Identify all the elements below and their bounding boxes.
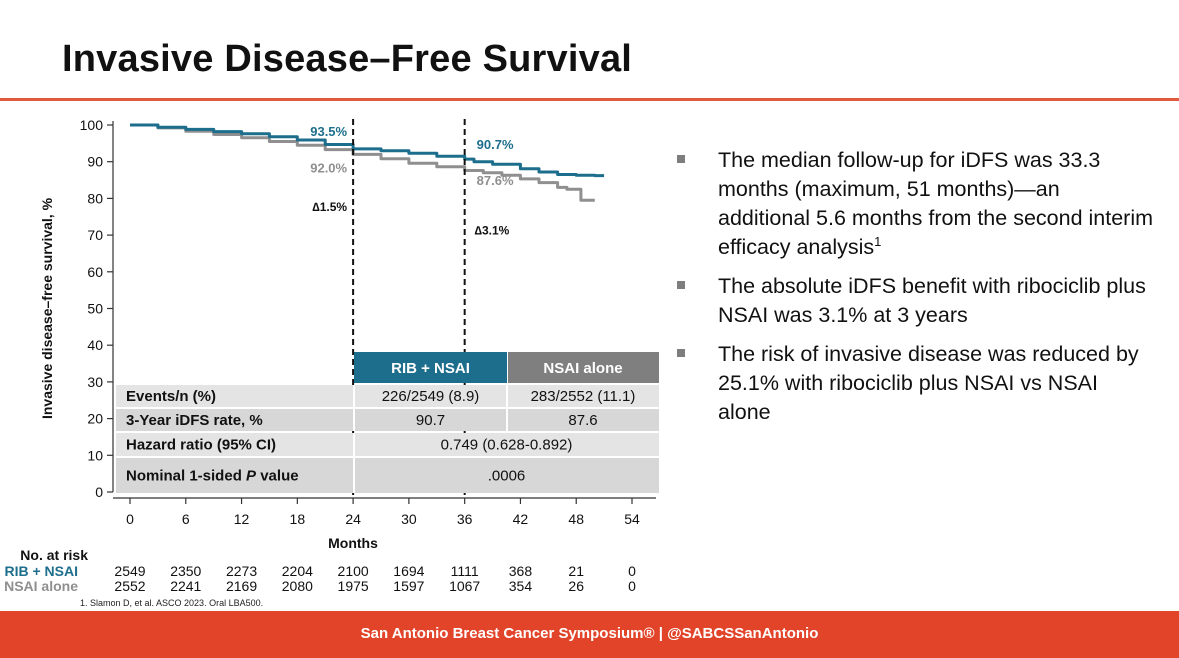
y-axis-title: Invasive disease–free survival, % (39, 197, 55, 419)
x-tick-label: 30 (401, 511, 417, 527)
table-header-nsai: NSAI alone (543, 360, 622, 377)
x-tick-label: 0 (126, 511, 134, 527)
y-tick-label: 0 (95, 484, 103, 500)
risk-value: 2080 (282, 578, 313, 594)
risk-row-label: NSAI alone (4, 578, 78, 594)
y-tick-label: 50 (87, 301, 103, 317)
footer-text: San Antonio Breast Cancer Symposium® | @… (360, 625, 819, 642)
risk-value: 21 (568, 563, 584, 579)
table-row-bg (116, 385, 659, 407)
risk-value: 1597 (393, 578, 424, 594)
risk-value: 1067 (449, 578, 480, 594)
bullet-square-icon (677, 349, 685, 357)
risk-value: 2273 (226, 563, 257, 579)
risk-value: 2350 (170, 563, 201, 579)
y-tick-label: 60 (87, 264, 103, 280)
risk-value: 26 (568, 578, 584, 594)
annotation-nsai-24: 92.0% (310, 161, 347, 176)
x-tick-label: 24 (345, 511, 361, 527)
table-header-rib: RIB + NSAI (391, 360, 470, 377)
risk-value: 0 (628, 563, 636, 579)
annotation-nsai-36: 87.6% (477, 173, 514, 188)
footer-banner: San Antonio Breast Cancer Symposium® | @… (0, 611, 1179, 658)
x-tick-label: 6 (182, 511, 190, 527)
x-tick-label: 36 (457, 511, 473, 527)
risk-value: 354 (509, 578, 533, 594)
risk-table-title: No. at risk (20, 547, 88, 563)
annotation-rib-24: 93.5% (310, 124, 347, 139)
table-row-label: Nominal 1-sided P value (126, 468, 299, 485)
footnote: 1. Slamon D, et al. ASCO 2023. Oral LBA5… (80, 598, 264, 608)
x-tick-label: 54 (624, 511, 640, 527)
table-row-label: Events/n (%) (126, 388, 216, 405)
y-tick-label: 30 (87, 374, 103, 390)
title-divider (0, 98, 1179, 101)
y-tick-label: 40 (87, 337, 103, 353)
series-line-nsai-alone (130, 123, 595, 202)
table-cell-rib: 226/2549 (8.9) (382, 388, 480, 405)
table-cell-rib: 90.7 (416, 412, 445, 429)
x-axis-title: Months (328, 535, 378, 551)
y-tick-label: 20 (87, 411, 103, 427)
y-tick-label: 10 (87, 447, 103, 463)
table-row-bg (116, 409, 659, 431)
x-tick-label: 12 (234, 511, 250, 527)
series-line-rib-nsai (130, 123, 605, 178)
risk-value: 2169 (226, 578, 257, 594)
risk-value: 368 (509, 563, 533, 579)
km-chart: 0 10 20 30 40 50 60 70 80 90 100 0 6 12 18 24 30 36 42 48 54… (4, 117, 659, 594)
x-tick-label: 48 (568, 511, 584, 527)
risk-value: 2100 (338, 563, 369, 579)
risk-value: 0 (628, 578, 636, 594)
y-tick-label: 80 (87, 190, 103, 206)
risk-value: 1111 (451, 563, 479, 579)
table-cell-nsai: 283/2552 (11.1) (531, 388, 636, 405)
y-tick-label: 70 (87, 227, 103, 243)
bullet-text: The risk of invasive disease was reduced… (718, 342, 1139, 424)
risk-value: 1975 (338, 578, 369, 594)
table-header-nsai-cell (508, 352, 659, 383)
x-tick-label: 42 (513, 511, 529, 527)
bullet-square-icon (677, 281, 685, 289)
table-header-rib-cell (354, 352, 507, 383)
bullet-text: The median follow-up for iDFS was 33.3 m… (718, 148, 1154, 259)
risk-value: 2241 (170, 578, 201, 594)
table-cell-merged: 0.749 (0.628-0.892) (441, 437, 573, 454)
y-tick-label: 100 (80, 117, 104, 133)
y-tick-label: 90 (87, 154, 103, 170)
risk-value: 2552 (114, 578, 145, 594)
annotation-rib-36: 90.7% (477, 137, 514, 152)
x-tick-label: 18 (290, 511, 306, 527)
table-row-bg (116, 458, 659, 493)
bullet-item: The absolute iDFS benefit with ribocicli… (674, 272, 1154, 330)
risk-row-label: RIB + NSAI (4, 563, 78, 579)
bullet-square-icon (677, 155, 685, 163)
table-row-bg (116, 433, 659, 456)
bullet-superscript: 1 (874, 233, 882, 249)
table-row-label: Hazard ratio (95% CI) (126, 437, 276, 454)
risk-value: 1694 (393, 563, 424, 579)
table-cell-nsai: 87.6 (568, 412, 597, 429)
slide-title: Invasive Disease–Free Survival (62, 38, 633, 80)
bullet-item: The median follow-up for iDFS was 33.3 m… (674, 146, 1154, 262)
bullet-text: The absolute iDFS benefit with ribocicli… (718, 274, 1146, 327)
risk-value: 2549 (114, 563, 145, 579)
delta-label-36: ∆3.1% (475, 223, 510, 237)
risk-value: 2204 (282, 563, 313, 579)
table-cell-merged: .0006 (488, 468, 526, 485)
table-row-label: 3-Year iDFS rate, % (126, 412, 263, 429)
bullet-item: The risk of invasive disease was reduced… (674, 340, 1154, 427)
bullet-list: The median follow-up for iDFS was 33.3 m… (674, 146, 1154, 437)
delta-label-24: ∆1.5% (312, 200, 347, 214)
